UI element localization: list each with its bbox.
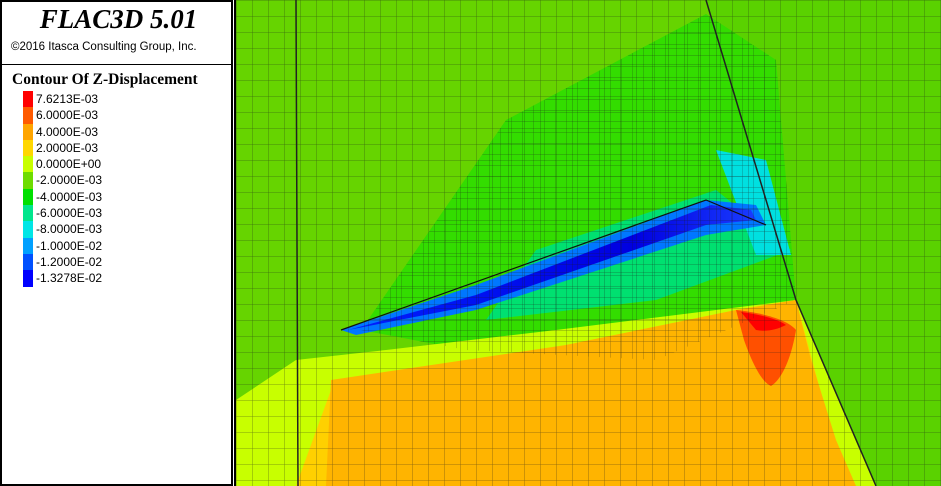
mesh-model-plot[interactable] bbox=[236, 0, 941, 486]
legend-swatch bbox=[23, 205, 33, 222]
legend-label: -4.0000E-03 bbox=[36, 189, 103, 204]
legend-label: -1.2000E-02 bbox=[36, 254, 103, 269]
legend-swatch bbox=[23, 172, 33, 189]
legend-swatch bbox=[23, 270, 33, 287]
edge-line-right bbox=[705, 0, 877, 486]
legend-panel: FLAC3D 5.01 ©2016 Itasca Consulting Grou… bbox=[0, 0, 233, 486]
edge-line-left bbox=[295, 0, 299, 486]
legend-label: -2.0000E-03 bbox=[36, 173, 103, 188]
legend-swatch bbox=[23, 188, 33, 206]
legend-swatch bbox=[23, 107, 33, 124]
legend-label: 6.0000E-03 bbox=[36, 108, 99, 123]
legend-swatch bbox=[23, 91, 33, 108]
legend-label: -6.0000E-03 bbox=[36, 206, 103, 221]
panel-divider bbox=[2, 64, 231, 65]
slot-edge bbox=[340, 199, 767, 331]
legend-label: 7.6213E-03 bbox=[36, 92, 99, 106]
legend-label: 4.0000E-03 bbox=[36, 124, 99, 139]
model-viewport[interactable] bbox=[234, 0, 941, 486]
legend-label: 0.0000E+00 bbox=[36, 157, 102, 172]
legend-label: -8.0000E-03 bbox=[36, 222, 103, 237]
legend-swatch bbox=[23, 237, 33, 254]
legend-label: -1.0000E-02 bbox=[36, 238, 103, 253]
copyright-text: ©2016 Itasca Consulting Group, Inc. bbox=[11, 41, 197, 53]
legend-swatch bbox=[23, 156, 33, 173]
app-title: FLAC3D 5.01 bbox=[39, 4, 198, 34]
legend-swatch bbox=[23, 221, 33, 238]
legend-label: 2.0000E-03 bbox=[36, 140, 99, 155]
mesh-grid-fine bbox=[361, 14, 796, 360]
legend-swatch bbox=[23, 139, 33, 157]
legend-swatch bbox=[23, 123, 33, 140]
contour-title: Contour Of Z-Displacement bbox=[12, 71, 198, 88]
legend-swatch bbox=[23, 253, 33, 271]
legend-label: -1.3278E-02 bbox=[36, 271, 103, 286]
